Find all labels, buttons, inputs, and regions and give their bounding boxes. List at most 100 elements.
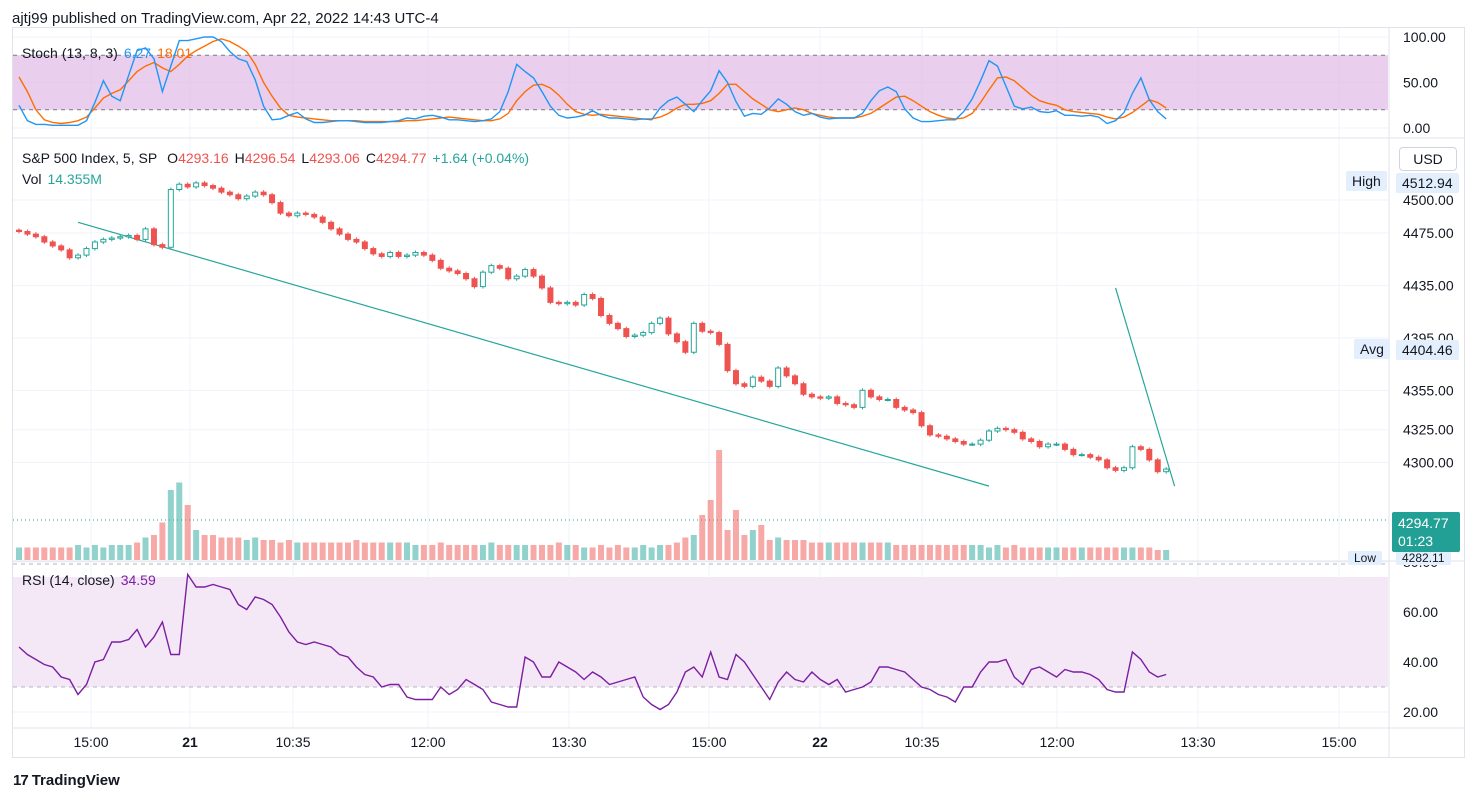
candle [24,231,31,235]
symbol-legend[interactable]: S&P 500 Index, 5, SP O4293.16 H4296.54 L429… [22,150,535,166]
candle [530,269,537,277]
volume-bar [1053,547,1060,560]
volume-label: Vol [22,171,42,187]
open-label: O [167,150,179,166]
volume-bar [825,542,832,560]
candle [673,333,680,343]
candle [986,430,993,441]
stoch-band [13,55,1388,110]
candle [49,241,56,247]
volume-bar [994,545,1001,560]
rsi-axis-label: 40.00 [1403,654,1438,670]
candle [977,439,984,445]
volume-bar [893,545,900,560]
volume-bar [724,530,731,560]
candle [176,183,183,190]
channel-lower-line [77,221,990,487]
candle [1019,431,1026,440]
volume-bar [581,547,588,560]
candle [344,233,351,240]
indicator-bands [13,54,1388,688]
volume-bar [952,545,959,560]
candle [800,383,807,395]
candle [859,389,866,408]
candle [420,252,427,256]
time-axis-label: 12:00 [1039,734,1074,750]
candle [716,332,723,345]
candle [353,238,360,243]
candle [404,254,411,257]
stoch-legend[interactable]: Stoch (13, 8, 3) 6.27 18.01 [22,45,198,61]
candle [724,343,731,372]
volume-bar [564,545,571,560]
stoch-k-value: 6.27 [123,45,152,61]
volume-bar [302,542,309,560]
tradingview-logo[interactable]: 17 TradingView [13,772,120,789]
currency-button[interactable]: USD [1399,147,1457,171]
candle [1087,454,1094,458]
candle [1028,438,1035,442]
volume-bar [150,535,157,560]
volume-bar [834,542,841,560]
volume-bar [1129,547,1136,560]
candle [1053,443,1060,446]
volume-bar [420,545,427,560]
volume-bar [977,545,984,560]
low-value: 4293.06 [309,150,360,166]
volume-bar [370,542,377,560]
volume-bar [1095,547,1102,560]
candle [184,183,191,188]
volume-bar [657,545,664,560]
open-value: 4293.16 [178,150,229,166]
volume-bar [969,545,976,560]
volume-value: 14.355M [47,171,102,187]
volume-bar [741,535,748,560]
volume-bar [404,542,411,560]
volume-bar [91,545,98,560]
change-value: +1.64 (+0.04%) [432,150,530,166]
volume-bar [572,545,579,560]
volume-bar [926,545,933,560]
volume-bar [1045,547,1052,560]
volume-bar [193,530,200,560]
volume-bar [631,547,638,560]
volume-bar [1112,547,1119,560]
volume-bar [775,537,782,560]
candle [1137,446,1144,450]
candle [640,332,647,336]
candle [91,241,98,250]
volume-bar [960,545,967,560]
candle [935,434,942,437]
volume-bar [201,535,208,560]
candle [564,301,571,305]
candle [842,402,849,406]
candle [792,375,799,385]
volume-bar [496,545,503,560]
candle [707,330,714,334]
volume-bar [437,542,444,560]
candle [699,322,706,332]
candle [884,399,891,401]
low-tag-value: 4282.11 [1396,551,1451,565]
candle [117,236,124,239]
stoch-k-line [18,36,1167,127]
rsi-legend[interactable]: RSI (14, close) 34.59 [22,572,162,588]
volume-bar [49,547,56,560]
candle [960,441,967,445]
time-axis-label: 22 [812,734,828,750]
volume-bar [134,542,141,560]
volume-bar [1019,547,1026,560]
volume-legend[interactable]: Vol 14.355M [22,171,108,187]
candle [471,278,478,288]
volume-bar [783,540,790,560]
volume-bar [176,482,183,560]
candle [142,228,149,240]
candle [581,294,588,306]
price-axis-label: 4475.00 [1403,225,1454,241]
candle [741,383,748,387]
low-label: L [301,150,310,166]
candle [193,182,200,188]
candle [910,409,917,414]
volume-bar [412,545,419,560]
